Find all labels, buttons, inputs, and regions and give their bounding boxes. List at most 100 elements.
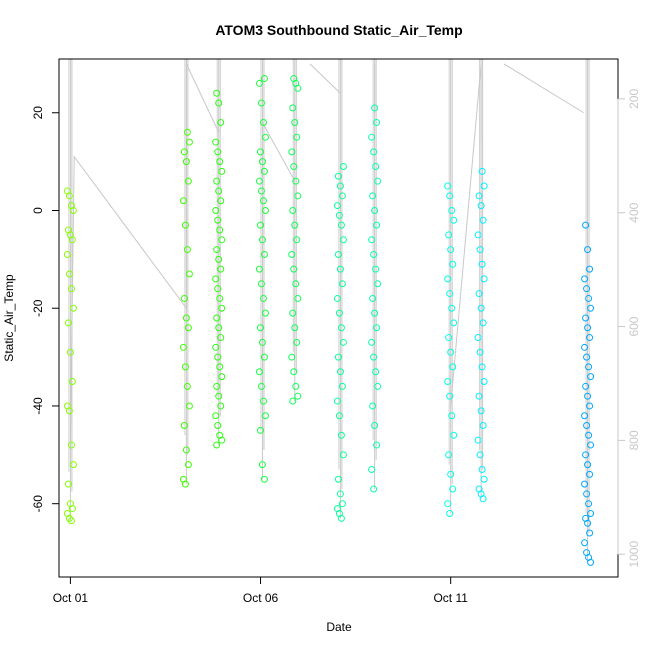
data-point bbox=[213, 177, 221, 185]
data-point bbox=[373, 119, 381, 127]
data-point bbox=[336, 182, 344, 190]
profile-connector bbox=[450, 63, 482, 407]
profile-lines bbox=[68, 59, 590, 563]
data-point bbox=[214, 148, 222, 156]
data-point bbox=[260, 75, 268, 83]
profile-connector bbox=[185, 63, 220, 309]
data-point bbox=[183, 246, 191, 254]
data-point bbox=[581, 480, 589, 488]
data-point bbox=[480, 475, 488, 483]
x-axis: Oct 01 Oct 06 Oct 11 bbox=[53, 576, 468, 605]
data-point bbox=[372, 368, 380, 376]
data-point bbox=[257, 382, 265, 390]
x-tick-label: Oct 01 bbox=[53, 591, 89, 605]
data-point bbox=[214, 216, 222, 224]
data-point bbox=[259, 294, 267, 302]
data-point bbox=[374, 280, 382, 288]
data-point bbox=[212, 343, 220, 351]
data-point bbox=[338, 192, 346, 200]
data-point bbox=[475, 290, 483, 298]
data-point bbox=[217, 119, 225, 127]
data-point bbox=[183, 128, 191, 136]
data-point bbox=[334, 353, 342, 361]
data-point bbox=[218, 167, 226, 175]
data-point bbox=[370, 353, 378, 361]
data-point bbox=[477, 304, 485, 312]
data-point bbox=[68, 236, 76, 244]
data-point bbox=[585, 500, 593, 508]
data-point bbox=[336, 265, 344, 273]
data-point bbox=[584, 324, 592, 332]
data-point bbox=[184, 461, 192, 469]
data-point bbox=[65, 192, 73, 200]
data-point bbox=[368, 465, 376, 473]
data-point bbox=[289, 309, 297, 317]
plot-area bbox=[63, 59, 595, 566]
data-point bbox=[66, 348, 74, 356]
data-point bbox=[257, 99, 265, 107]
data-point bbox=[586, 529, 594, 537]
data-point bbox=[477, 407, 485, 415]
data-point bbox=[215, 392, 223, 400]
data-point bbox=[212, 275, 220, 283]
data-point bbox=[480, 182, 488, 190]
data-point bbox=[368, 133, 376, 141]
data-point bbox=[218, 373, 226, 381]
data-point bbox=[257, 187, 265, 195]
data-point bbox=[289, 206, 297, 214]
data-point bbox=[181, 221, 189, 229]
data-point bbox=[289, 397, 297, 405]
data-point bbox=[474, 231, 482, 239]
data-point bbox=[294, 392, 302, 400]
data-point bbox=[212, 206, 220, 214]
data-point bbox=[255, 79, 263, 87]
data-point bbox=[218, 436, 226, 444]
data-point bbox=[584, 392, 592, 400]
data-point bbox=[64, 319, 72, 327]
data-point bbox=[180, 422, 188, 430]
data-point bbox=[256, 148, 264, 156]
data-point bbox=[334, 250, 342, 258]
data-point bbox=[67, 441, 75, 449]
right-tick-label: 600 bbox=[627, 316, 641, 336]
profile-connector bbox=[309, 63, 341, 94]
right-tick-label: 800 bbox=[627, 430, 641, 450]
data-point bbox=[289, 104, 297, 112]
data-point bbox=[587, 558, 595, 566]
data-point bbox=[290, 265, 298, 273]
data-point bbox=[449, 485, 457, 493]
x-tick-label: Oct 06 bbox=[243, 591, 279, 605]
data-point bbox=[258, 158, 266, 166]
profile-connector bbox=[503, 63, 585, 114]
data-point bbox=[216, 226, 224, 234]
data-point bbox=[584, 246, 592, 254]
data-point bbox=[180, 294, 188, 302]
data-point bbox=[333, 397, 341, 405]
data-point bbox=[260, 353, 268, 361]
data-point bbox=[292, 382, 300, 390]
data-point bbox=[65, 270, 73, 278]
data-point bbox=[475, 392, 483, 400]
data-point bbox=[183, 382, 191, 390]
data-point bbox=[446, 290, 454, 298]
data-point bbox=[68, 505, 76, 513]
right-axis: 200 400 600 800 1000 bbox=[617, 89, 641, 568]
data-point bbox=[338, 500, 346, 508]
data-point bbox=[336, 368, 344, 376]
data-point bbox=[374, 382, 382, 390]
data-point bbox=[290, 163, 298, 171]
y-tick-label: 0 bbox=[31, 207, 45, 214]
data-point bbox=[475, 192, 483, 200]
data-point bbox=[474, 334, 482, 342]
data-point bbox=[374, 177, 382, 185]
data-point bbox=[581, 343, 589, 351]
data-point bbox=[217, 402, 225, 410]
data-point bbox=[69, 206, 77, 214]
data-point bbox=[335, 412, 343, 420]
data-point bbox=[179, 343, 187, 351]
data-point bbox=[335, 309, 343, 317]
data-point bbox=[369, 294, 377, 302]
data-points bbox=[63, 75, 595, 566]
x-axis-label: Date bbox=[326, 620, 352, 634]
data-point bbox=[369, 402, 377, 410]
